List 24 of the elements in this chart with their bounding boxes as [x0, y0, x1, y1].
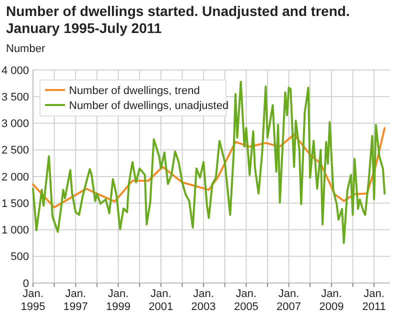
- line-series: [32, 127, 386, 208]
- legend-label: Number of dwellings, unadjusted: [69, 100, 229, 112]
- x-tick-label: Jan. 1999: [106, 288, 131, 313]
- x-tick-label: Jan. 2003: [191, 288, 216, 313]
- x-tick-label: Jan. 2007: [276, 288, 302, 313]
- y-tick-label: 3 500: [1, 91, 29, 104]
- x-tick-label: Jan. 1995: [20, 288, 46, 313]
- y-axis-title: Number: [6, 43, 46, 55]
- x-tick-label: Jan. 2011: [362, 288, 386, 313]
- x-tick-label: Jan. 2001: [148, 288, 174, 313]
- y-tick-label: 0: [22, 278, 29, 290]
- y-tick-label: 2 500: [1, 144, 29, 157]
- line-series: [32, 80, 386, 244]
- y-tick-label: 1 500: [1, 198, 29, 210]
- x-tick-label: Jan. 2009: [319, 288, 344, 313]
- y-tick-label: 2 000: [1, 171, 29, 184]
- legend-label: Number of dwellings, trend: [69, 84, 200, 97]
- y-tick-label: 4 000: [1, 64, 29, 77]
- x-tick-label: Jan. 2005: [234, 288, 258, 313]
- y-tick-label: 3 000: [1, 118, 29, 130]
- x-tick-label: Jan. 1997: [63, 288, 88, 313]
- y-tick-label: 1 000: [1, 224, 29, 237]
- y-tick-label: 500: [10, 251, 29, 264]
- chart-title: Number of dwellings started. Unadjusted and trend. January 1995-July 2011: [6, 3, 350, 36]
